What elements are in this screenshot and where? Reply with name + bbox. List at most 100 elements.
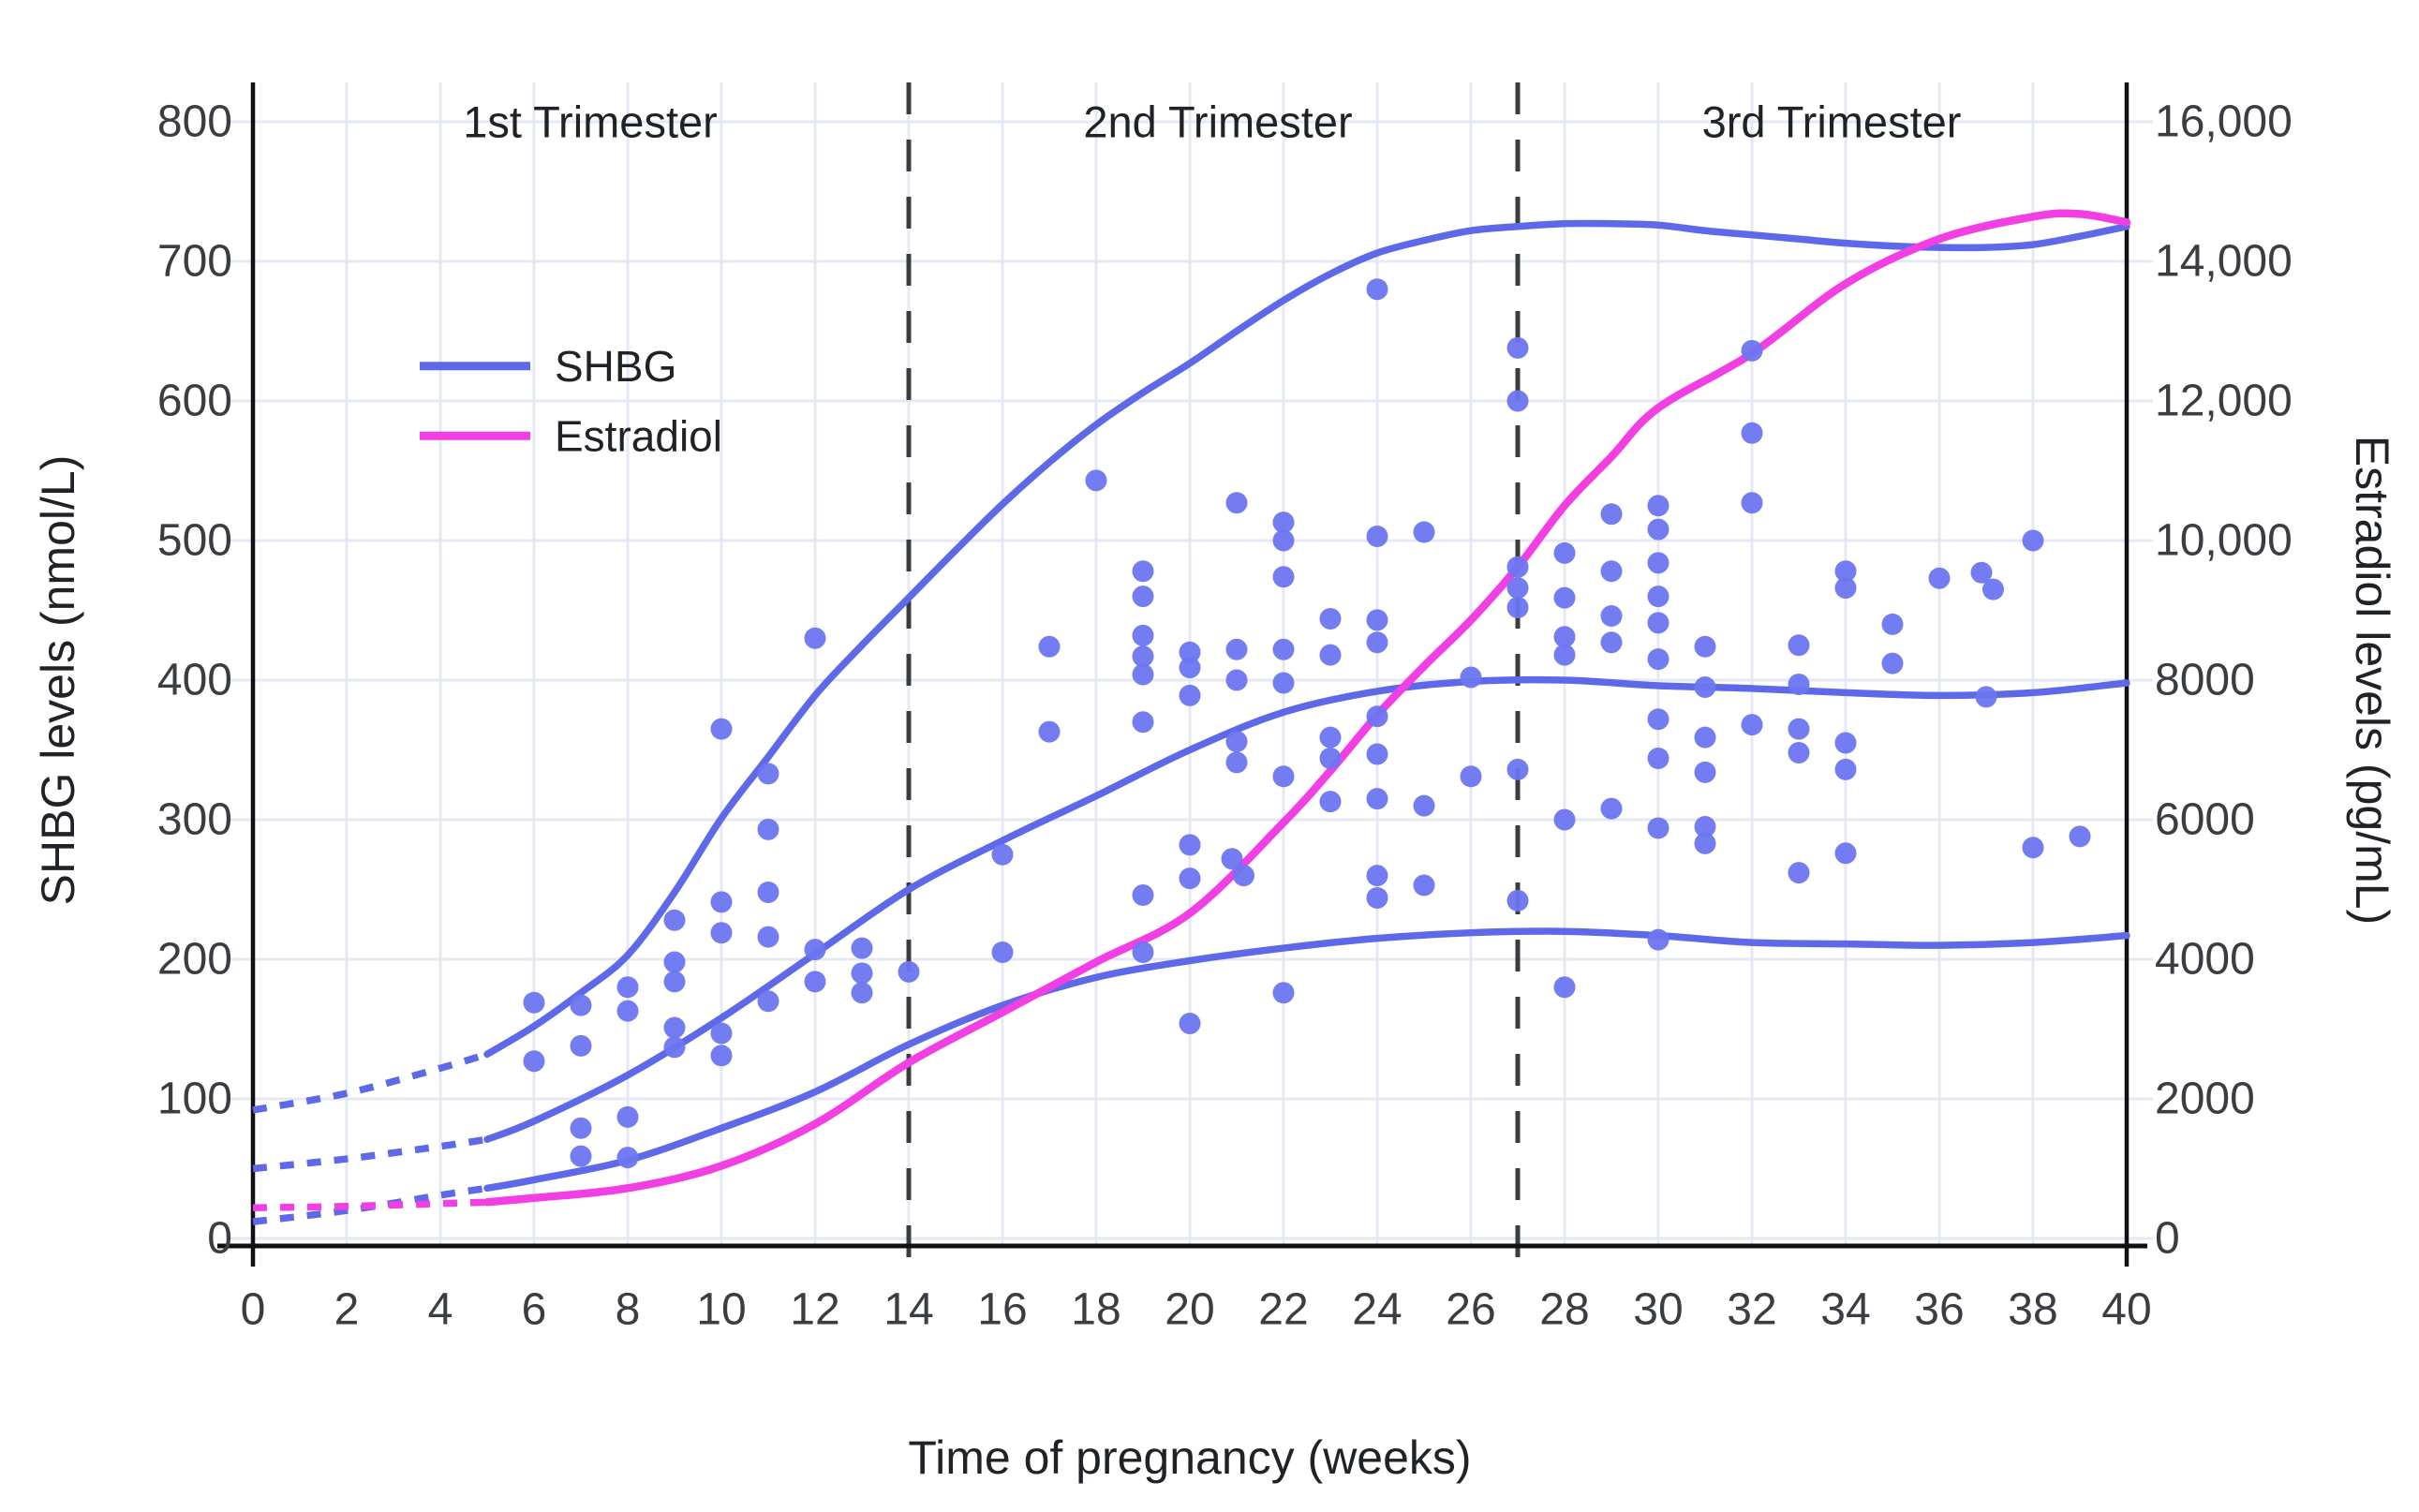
estradiol-curve-dotted	[252, 1198, 488, 1211]
scatter-point	[1881, 613, 1904, 635]
scatter-point	[1319, 747, 1342, 769]
scatter-point	[1179, 641, 1201, 663]
scatter-point	[1694, 761, 1716, 783]
scatter-point	[570, 1117, 592, 1139]
scatter-point	[1038, 720, 1061, 743]
y-left-axis-title: SHBG levels (nmol/L)	[32, 455, 84, 906]
trimester-label-2: 2nd Trimester	[1083, 97, 1352, 147]
scatter-point	[1834, 577, 1857, 600]
scatter-point	[1319, 607, 1342, 630]
scatter-point	[2022, 837, 2044, 859]
x-tick-label-20: 20	[1165, 1285, 1214, 1335]
scatter-point	[570, 1034, 592, 1057]
x-axis-title: Time of pregnancy (weeks)	[908, 1431, 1471, 1484]
y-left-tick-label-800: 800	[157, 97, 232, 147]
x-tick-label-24: 24	[1352, 1285, 1402, 1335]
scatter-point	[851, 937, 873, 959]
scatter-point	[898, 960, 920, 983]
scatter-point	[991, 843, 1014, 866]
y-right-tick-label-16,000: 16,000	[2155, 97, 2293, 147]
scatter-point	[1413, 874, 1435, 897]
scatter-point	[1366, 865, 1388, 887]
x-tick-label-0: 0	[241, 1285, 266, 1335]
x-tick-label-28: 28	[1539, 1285, 1589, 1335]
scatter-point	[1553, 808, 1576, 831]
scatter-point	[1132, 586, 1154, 608]
scatter-point	[523, 1050, 545, 1073]
scatter-point	[1788, 741, 1810, 763]
scatter-point	[1982, 578, 2004, 600]
shbg-95th-percentile-curve-dotted	[252, 1050, 489, 1114]
scatter-point	[1225, 492, 1248, 514]
scatter-point	[1788, 718, 1810, 740]
scatter-point	[1366, 631, 1388, 654]
scatter-point	[1834, 560, 1857, 583]
trimester-label-3: 3rd Trimester	[1702, 97, 1962, 147]
scatter-point	[1928, 567, 1951, 589]
scatter-point	[1132, 883, 1154, 906]
x-tick-label-8: 8	[616, 1285, 641, 1335]
scatter-point	[1506, 597, 1529, 619]
scatter-point	[710, 1022, 733, 1045]
shbg-median-curve	[483, 675, 2130, 1143]
scatter-point	[757, 763, 779, 785]
scatter-point	[710, 891, 733, 913]
legend-label-estradiol: Estradiol	[555, 411, 722, 460]
scatter-point	[1366, 705, 1388, 728]
scatter-point	[757, 990, 779, 1013]
scatter-point	[1600, 797, 1623, 820]
scatter-point	[1647, 928, 1670, 951]
x-tick-label-2: 2	[334, 1285, 360, 1335]
scatter-point	[1413, 794, 1435, 817]
scatter-point	[1366, 609, 1388, 631]
scatter-point	[1272, 982, 1295, 1004]
scatter-point	[1647, 586, 1670, 608]
scatter-point	[1600, 631, 1623, 654]
scatter-point	[804, 627, 826, 649]
y-right-tick-label-4000: 4000	[2155, 935, 2255, 985]
scatter-point	[1506, 336, 1529, 359]
scatter-point	[1741, 422, 1763, 444]
scatter-point	[1553, 644, 1576, 666]
scatter-point	[851, 982, 873, 1004]
trimester-label-1: 1st Trimester	[463, 97, 718, 147]
scatter-point	[1647, 817, 1670, 839]
scatter-point	[570, 994, 592, 1016]
scatter-point	[1506, 390, 1529, 412]
scatter-point	[1272, 529, 1295, 552]
x-tick-label-38: 38	[2008, 1285, 2057, 1335]
scatter-point	[1366, 743, 1388, 765]
legend-label-shbg: SHBG	[555, 342, 676, 391]
scatter-point	[1225, 731, 1248, 753]
y-right-tick-label-12,000: 12,000	[2155, 377, 2293, 426]
x-tick-label-22: 22	[1258, 1285, 1308, 1335]
scatter-point	[523, 991, 545, 1014]
scatter-point	[1647, 747, 1670, 769]
scatter-point	[616, 1147, 639, 1169]
x-tick-label-12: 12	[790, 1285, 839, 1335]
scatter-point	[1553, 586, 1576, 609]
scatter-point	[710, 922, 733, 944]
scatter-point	[616, 1000, 639, 1022]
scatter-point	[1741, 714, 1763, 736]
scatter-point	[1506, 556, 1529, 578]
x-tick-label-26: 26	[1446, 1285, 1495, 1335]
scatter-point	[1233, 865, 1254, 887]
scatter-point	[663, 971, 686, 993]
scatter-point	[1694, 832, 1716, 854]
scatter-point	[1319, 726, 1342, 749]
scatter-point	[1788, 673, 1810, 695]
scatter-point	[1506, 758, 1529, 780]
scatter-point	[663, 1016, 686, 1039]
scatter-point	[1694, 675, 1716, 698]
scatter-point	[1600, 560, 1623, 583]
scatter-point	[616, 1105, 639, 1128]
scatter-point	[1132, 663, 1154, 686]
scatter-point	[663, 909, 686, 931]
scatter-point	[804, 971, 826, 993]
scatter-point	[1272, 765, 1295, 788]
scatter-point	[1221, 848, 1243, 870]
scatter-point	[1179, 867, 1201, 890]
